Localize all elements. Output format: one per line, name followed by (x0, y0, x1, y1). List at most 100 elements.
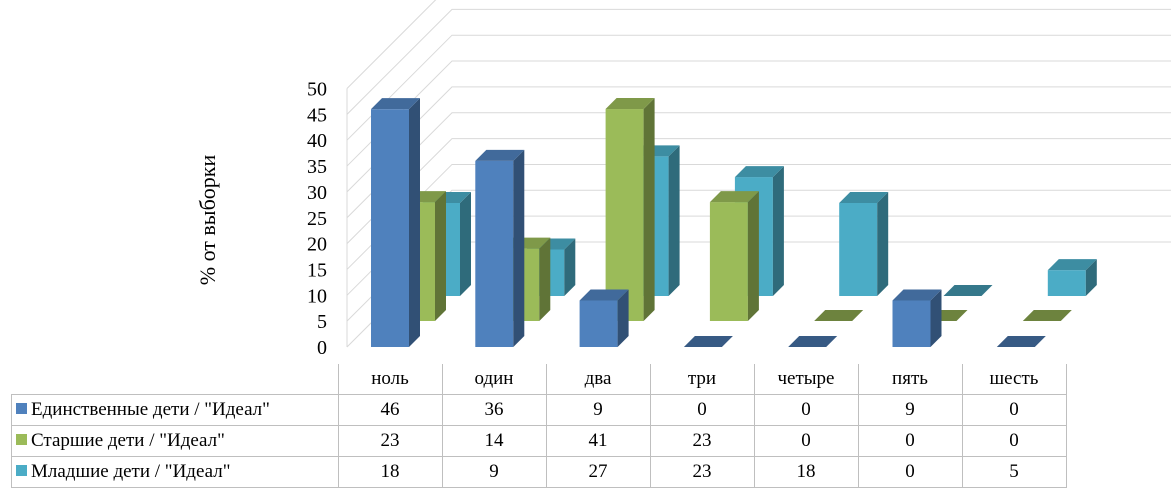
bar-side (643, 98, 655, 321)
table-cell: 9 (545, 394, 651, 426)
table-cell: 0 (961, 425, 1067, 457)
table-row: Младшие дети / "Идеал" 18 9 27 23 18 0 5 (11, 456, 1067, 488)
category-label: один (441, 364, 547, 395)
bar-side (409, 98, 420, 348)
table-cell: 0 (857, 456, 963, 488)
gridline (346, 8, 1171, 115)
bar (943, 285, 993, 296)
bar-side (564, 238, 576, 296)
table-cell: 0 (753, 425, 859, 457)
gridline (346, 0, 437, 89)
bar (605, 98, 655, 321)
bar-front (839, 202, 878, 296)
series-name: Старшие дети / "Идеал" (31, 430, 225, 451)
bar-top (709, 191, 759, 203)
y-axis-ticks: 0 5 10 15 20 25 30 35 40 45 50 (307, 79, 327, 360)
table-corner (12, 364, 339, 395)
category-row: ноль один два три четыре пять шесть (12, 364, 1067, 395)
bar-top (734, 166, 784, 178)
table-row: Старшие дети / "Идеал" 23 14 41 23 0 0 0 (11, 425, 1067, 457)
gridline (346, 34, 1171, 141)
bar-side (930, 289, 942, 347)
bar (892, 289, 942, 347)
legend-swatch (16, 465, 27, 476)
bar (709, 191, 759, 321)
bar-side (617, 289, 629, 347)
bar-top (605, 98, 655, 110)
table-cell: 0 (649, 394, 755, 426)
table-cell: 5 (961, 456, 1067, 488)
bar (1022, 310, 1072, 321)
bar-side (460, 191, 471, 296)
bar (814, 310, 864, 321)
category-label: ноль (337, 364, 443, 395)
category-label: четыре (753, 364, 859, 395)
legend-entry: Старшие дети / "Идеал" (11, 425, 339, 457)
table-cell: 18 (337, 456, 443, 488)
table-cell: 23 (337, 425, 443, 457)
table-row: Единственные дети / "Идеал" 46 36 9 0 0 … (11, 394, 1067, 426)
category-label: три (649, 364, 755, 395)
category-label: два (545, 364, 651, 395)
bar-top (1022, 310, 1072, 321)
bar-front (579, 300, 618, 347)
bar (996, 336, 1046, 347)
bar-top (683, 336, 733, 347)
y-axis-title: % от выборки (183, 120, 233, 320)
bar (788, 336, 838, 347)
legend-swatch (16, 434, 27, 445)
bar-side (877, 191, 889, 296)
legend-entry: Единственные дети / "Идеал" (11, 394, 339, 426)
table-cell: 9 (857, 394, 963, 426)
table-cell: 46 (337, 394, 443, 426)
y-tick-label: 20 (307, 234, 327, 256)
legend-swatch (16, 403, 27, 414)
y-tick-label: 25 (307, 208, 327, 230)
y-axis-title-text: % от выборки (195, 154, 220, 286)
bar-top (996, 336, 1046, 347)
bar-side (668, 145, 680, 296)
table-cell: 9 (441, 456, 547, 488)
bar-top (475, 149, 525, 161)
series-name: Младшие дети / "Идеал" (31, 461, 231, 482)
table-cell: 23 (649, 456, 755, 488)
bar-top (371, 98, 420, 110)
bar (475, 149, 525, 347)
y-tick-label: 45 (307, 104, 327, 126)
table-cell: 0 (961, 394, 1067, 426)
bar-top (579, 289, 629, 301)
bar (839, 191, 889, 296)
bar-side (747, 191, 759, 321)
bar-side (435, 191, 446, 321)
y-tick-label: 30 (307, 182, 327, 204)
y-tick-label: 50 (307, 79, 327, 101)
bar-side (772, 166, 784, 296)
bar-top (788, 336, 838, 347)
bar (579, 289, 629, 347)
y-tick-label: 40 (307, 130, 327, 152)
table-cell: 0 (857, 425, 963, 457)
legend-entry: Младшие дети / "Идеал" (11, 456, 339, 488)
bar-front (605, 109, 644, 321)
bar-front (475, 160, 514, 347)
bar-side (1085, 259, 1097, 296)
bar-side (513, 149, 525, 347)
bar-top (1047, 259, 1097, 271)
bar (371, 98, 420, 348)
y-tick-label: 0 (317, 337, 327, 359)
table-cell: 27 (545, 456, 651, 488)
series-name: Единственные дети / "Идеал" (31, 399, 270, 420)
y-tick-label: 35 (307, 156, 327, 178)
bar-top (839, 191, 889, 203)
table-cell: 18 (753, 456, 859, 488)
bar-top (892, 289, 942, 301)
category-label: пять (857, 364, 963, 395)
bar-top (943, 285, 993, 296)
table-cell: 23 (649, 425, 755, 457)
table-cell: 0 (753, 394, 859, 426)
table-cell: 41 (545, 425, 651, 457)
bar (1047, 259, 1097, 296)
y-tick-label: 5 (317, 311, 327, 333)
bar (683, 336, 733, 347)
